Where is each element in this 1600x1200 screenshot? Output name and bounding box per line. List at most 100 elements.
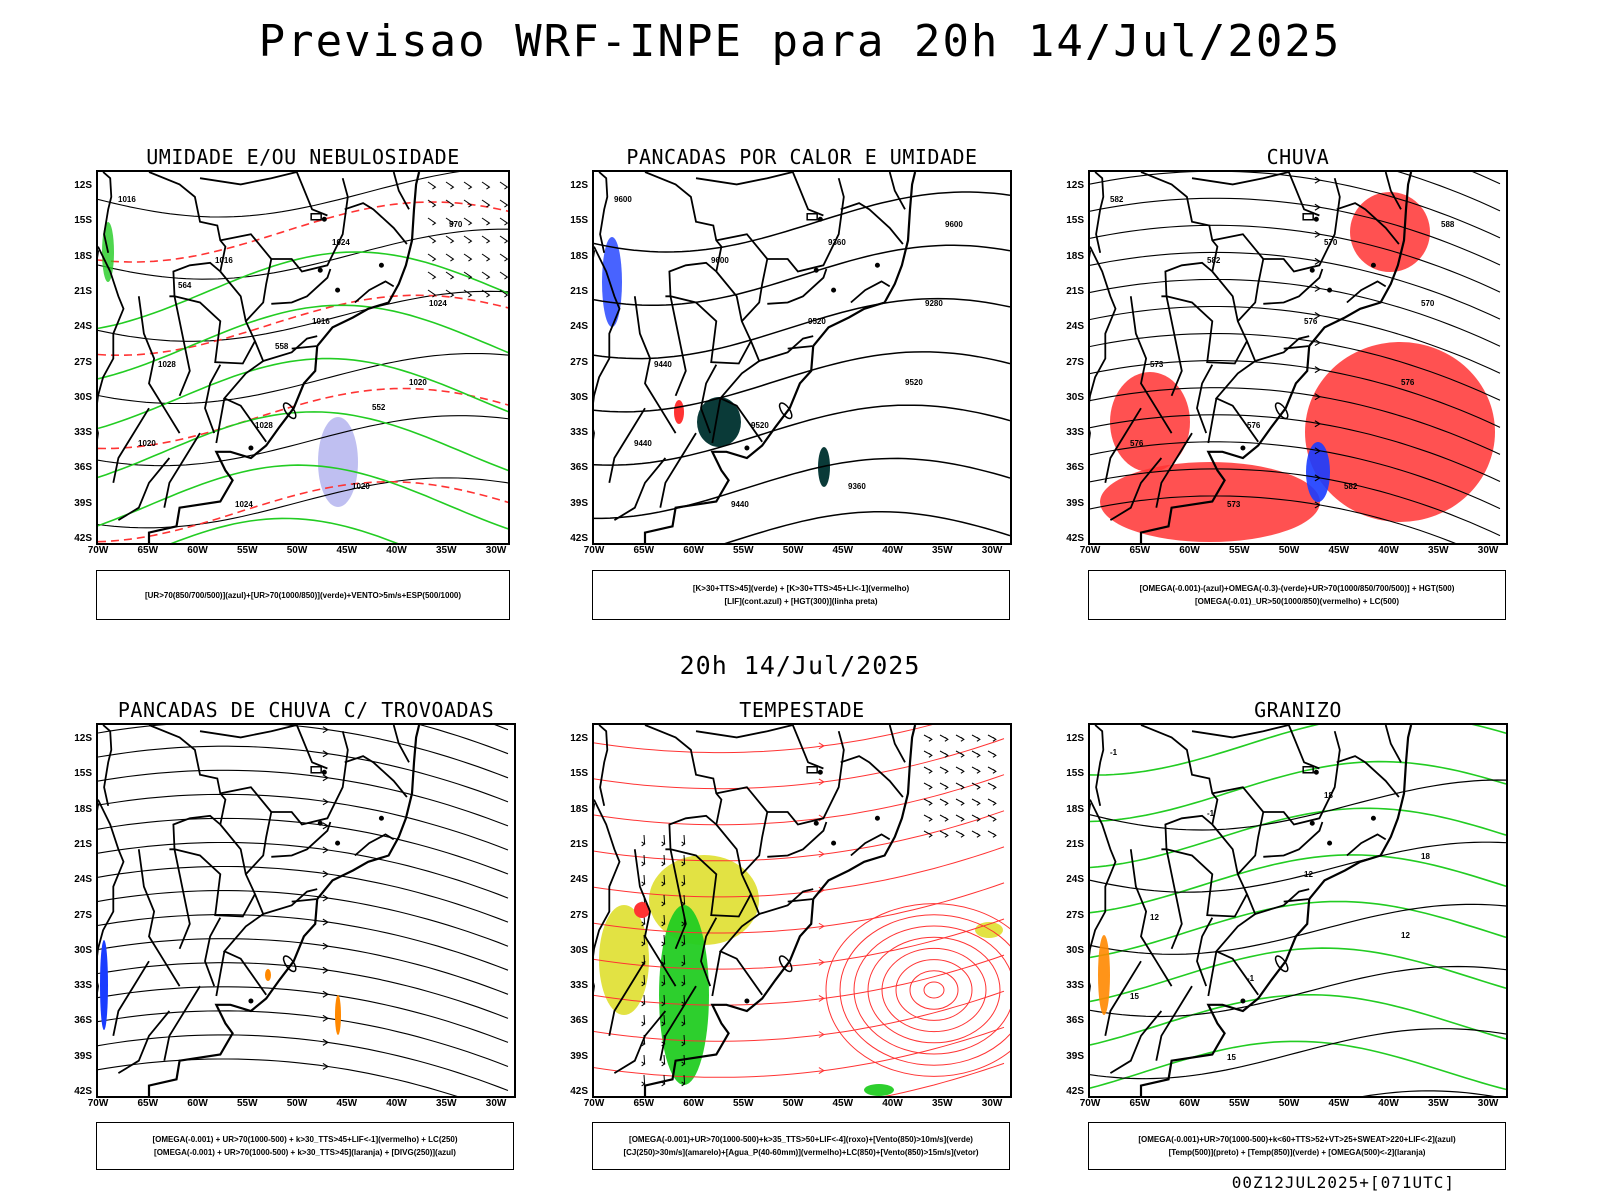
political-border	[850, 833, 891, 857]
wind-vector	[445, 217, 455, 226]
lat-tick-label: 36S	[1066, 462, 1084, 474]
political-border	[1336, 202, 1400, 245]
legend-line: [OMEGA(-0.01)_UR>50(1000/850)(vermelho) …	[1194, 597, 1400, 606]
lat-tick-label: 15S	[570, 768, 588, 780]
lon-tick-label: 50W	[286, 545, 308, 556]
contour-line	[594, 297, 1010, 360]
political-border	[633, 849, 677, 987]
wind-vector	[923, 750, 933, 758]
political-border	[354, 280, 395, 304]
political-border	[888, 172, 906, 210]
contour-line	[1090, 841, 1506, 893]
political-border	[711, 398, 722, 444]
lat-tick-label: 39S	[74, 1050, 92, 1062]
political-border	[219, 823, 267, 996]
political-border	[1212, 233, 1264, 260]
contour-line	[1090, 900, 1506, 959]
legend-line: [OMEGA(-0.001)+UR>70(1000-500)+k<60+TTS>…	[1138, 1135, 1456, 1144]
political-border	[1104, 960, 1142, 1036]
circulation-contour	[825, 903, 1010, 1077]
lon-tick-label: 50W	[782, 545, 804, 556]
political-border	[700, 917, 718, 987]
wind-vector	[641, 1014, 646, 1027]
lake-marker	[1240, 445, 1246, 451]
wind-vector	[955, 830, 965, 838]
lon-tick-label: 65W	[1129, 1098, 1151, 1109]
political-border	[644, 725, 723, 825]
lat-tick-label: 24S	[570, 874, 588, 886]
lagoon	[778, 402, 793, 420]
legend-line: [OMEGA(-0.001) + UR>70(1000-500) + k>30_…	[152, 1135, 458, 1144]
wind-vector	[681, 1034, 686, 1047]
political-border	[1104, 407, 1142, 483]
wind-vector	[427, 289, 437, 298]
panel-title: PANCADAS POR CALOR E UMIDADE	[626, 145, 978, 169]
lake-marker	[744, 445, 750, 451]
lake-marker	[813, 820, 819, 826]
lon-tick-label: 50W	[1278, 1098, 1300, 1109]
lat-tick-label: 18S	[1066, 803, 1084, 815]
political-border	[594, 246, 621, 440]
field-shading	[1110, 372, 1190, 472]
wind-vector	[955, 734, 965, 742]
political-border	[741, 811, 769, 875]
streamline	[98, 914, 509, 971]
contour-label: 1020	[138, 439, 156, 448]
lake-marker	[317, 820, 323, 826]
map-canvas: -1 -1 12 12 15 15 18 18 12 -1	[1090, 725, 1506, 1096]
wind-vector	[987, 798, 997, 806]
lon-tick-label: 60W	[1179, 1098, 1200, 1109]
political-border	[716, 786, 768, 813]
wind-vector	[499, 181, 508, 190]
federal-district-box	[1302, 766, 1314, 774]
wind-vector	[939, 734, 949, 742]
streamline	[1090, 224, 1501, 293]
political-border	[1191, 172, 1290, 186]
political-border	[1237, 811, 1265, 875]
lat-tick-label: 21S	[570, 838, 588, 850]
lat-tick-label: 30S	[570, 944, 588, 956]
political-border	[173, 296, 191, 397]
wind-vector	[427, 235, 437, 244]
contour-label: 9440	[731, 500, 749, 509]
wind-vector	[641, 854, 646, 867]
political-border	[1129, 849, 1173, 987]
contour-label: 12	[1401, 931, 1410, 940]
political-border	[1212, 786, 1264, 813]
wind-vector	[427, 253, 437, 262]
lon-tick-label: 30W	[981, 1098, 1003, 1109]
lon-tick-label: 65W	[137, 545, 159, 556]
political-border	[741, 258, 769, 322]
streamline-arrow	[322, 1062, 329, 1070]
political-border	[163, 432, 201, 508]
wind-vector	[463, 217, 473, 226]
field-shading	[602, 237, 622, 327]
political-border	[1287, 725, 1320, 770]
political-border	[1263, 821, 1324, 858]
political-border	[262, 888, 318, 915]
political-border	[1196, 917, 1214, 987]
streamline-arrow	[1314, 501, 1321, 509]
lon-tick-label: 40W	[1378, 545, 1399, 556]
political-border	[758, 888, 814, 915]
political-border	[112, 960, 150, 1036]
political-border	[1191, 725, 1290, 739]
lon-tick-label: 70W	[1079, 545, 1101, 556]
political-border	[1155, 985, 1193, 1061]
contour-line	[1090, 965, 1506, 1018]
political-border	[1109, 457, 1163, 521]
lake-marker	[831, 840, 837, 846]
lake-marker	[1370, 262, 1376, 268]
streamline	[1090, 414, 1501, 482]
wind-vector	[955, 766, 965, 774]
wind-vector	[939, 830, 949, 838]
political-border	[594, 799, 621, 993]
streamline-arrow	[818, 850, 825, 858]
political-border	[271, 177, 349, 273]
lon-tick-label: 45W	[1328, 1098, 1350, 1109]
contour-label: 9600	[945, 220, 963, 229]
streamline-arrow	[818, 742, 825, 750]
wind-vector	[463, 289, 473, 298]
streamline	[98, 865, 509, 923]
